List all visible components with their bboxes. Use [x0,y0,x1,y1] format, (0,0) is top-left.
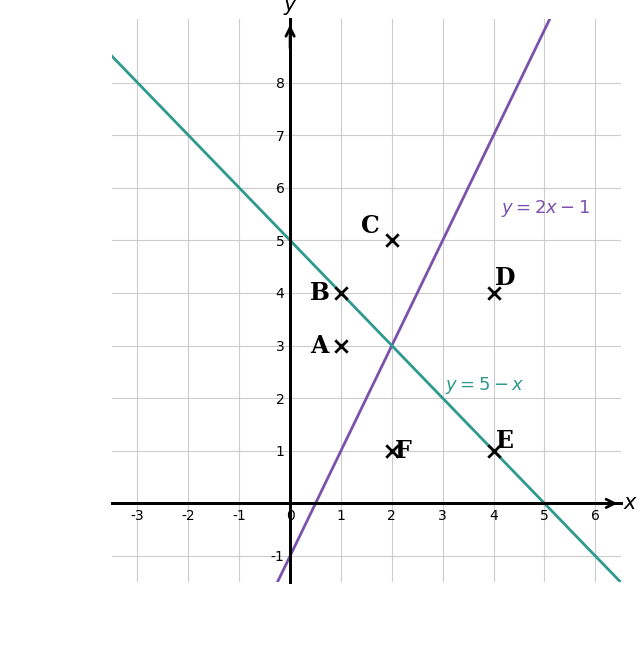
Text: $y$: $y$ [282,0,298,17]
Point [336,288,346,298]
Text: $y = 2x - 1$: $y = 2x - 1$ [501,199,590,219]
Text: F: F [395,439,412,463]
Text: E: E [496,430,514,454]
Point [488,288,499,298]
Point [488,446,499,456]
Point [387,235,397,245]
Point [336,340,346,351]
Point [387,446,397,456]
Text: D: D [495,266,515,291]
Text: $y = 5 - x$: $y = 5 - x$ [445,375,525,395]
Text: C: C [361,214,380,237]
Text: $x$: $x$ [623,494,639,513]
Text: A: A [310,334,329,358]
Text: B: B [310,281,330,305]
